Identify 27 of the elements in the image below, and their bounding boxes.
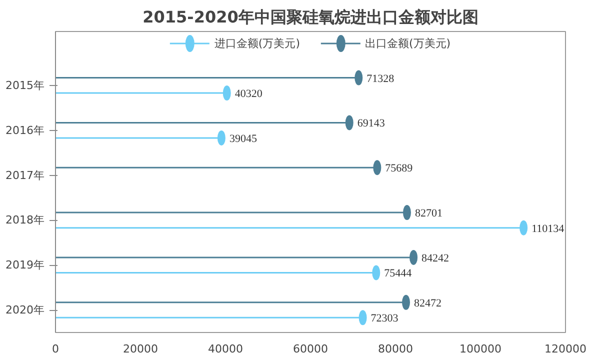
data-label: 82472 xyxy=(414,297,442,310)
data-label: 72303 xyxy=(370,312,399,325)
y-tick-label: 2017年 xyxy=(6,168,45,182)
x-tick-label: 40000 xyxy=(208,342,244,356)
x-tick-label: 0 xyxy=(52,342,59,356)
y-tick-label: 2020年 xyxy=(6,304,45,317)
data-label: 71328 xyxy=(366,72,395,85)
x-tick-label: 100000 xyxy=(460,342,502,356)
y-tick-label: 2015年 xyxy=(6,78,45,92)
y-tick-label: 2016年 xyxy=(6,124,45,137)
x-tick-label: 60000 xyxy=(293,342,328,356)
data-label: 40320 xyxy=(234,88,263,100)
chart-title: 2015-2020年中国聚硅氧烷进出口金额对比图 xyxy=(142,8,478,26)
data-label: 110134 xyxy=(532,222,565,235)
data-label: 39045 xyxy=(229,132,258,145)
data-label: 75689 xyxy=(385,162,414,175)
data-label: 82701 xyxy=(414,208,442,220)
x-tick-label: 20000 xyxy=(123,342,158,356)
y-tick-label: 2018年 xyxy=(6,214,45,227)
x-tick-label: 80000 xyxy=(378,342,414,356)
data-label: 84242 xyxy=(422,252,450,264)
legend-label: 进口金额(万美元) xyxy=(214,36,300,50)
data-label: 75444 xyxy=(384,268,412,280)
data-label: 69143 xyxy=(357,118,386,130)
y-tick-label: 2019年 xyxy=(6,258,45,272)
legend-label: 出口金额(万美元) xyxy=(365,36,451,50)
x-tick-label: 120000 xyxy=(544,342,587,356)
